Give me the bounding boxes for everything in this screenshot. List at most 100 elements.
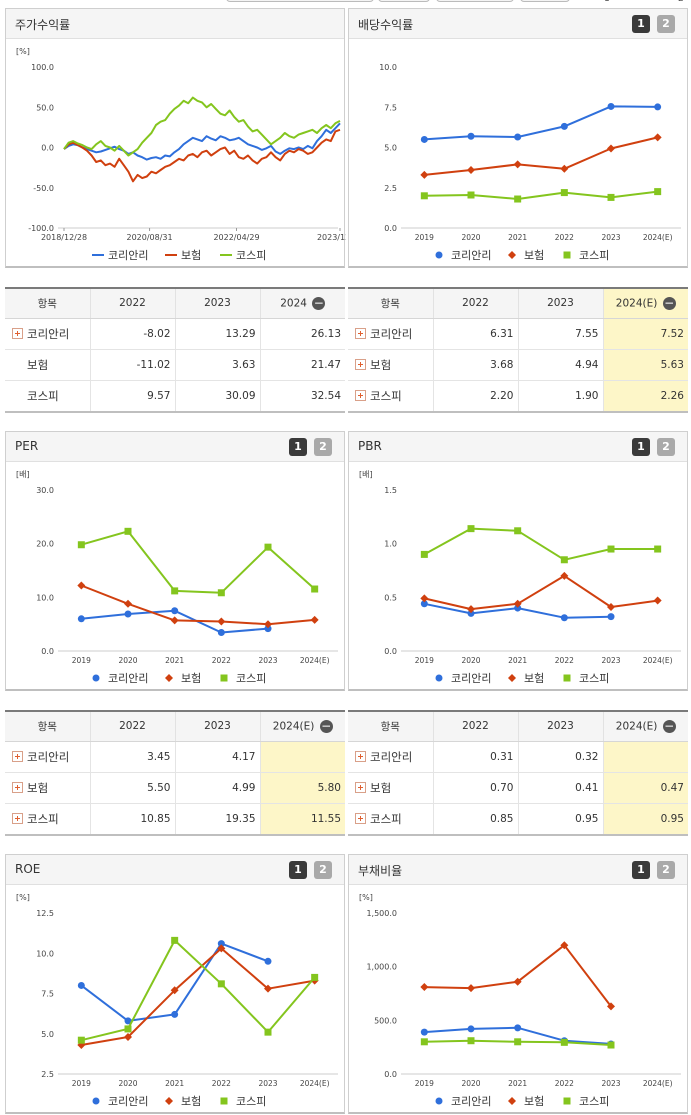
- expand-icon[interactable]: [12, 812, 23, 824]
- table-cell: 0.41: [517, 772, 603, 804]
- table-header-row: 항목 2022 2023 2024(E) −: [348, 712, 688, 742]
- top-control-pill[interactable]: [436, 0, 514, 2]
- pbr-table: 항목 2022 2023 2024(E) − 코리안리 0.31 0.32 보험…: [348, 710, 688, 836]
- legend-label: 코스피: [236, 1095, 266, 1108]
- toggle-button-2[interactable]: 2: [314, 438, 332, 456]
- data-point: [171, 936, 179, 944]
- data-point: [654, 545, 662, 553]
- data-point: [514, 604, 522, 612]
- toggle-button-1[interactable]: 1: [632, 861, 650, 879]
- expand-icon[interactable]: [12, 327, 23, 339]
- series-kospi: [77, 936, 319, 1044]
- data-point: [560, 164, 569, 173]
- collapse-icon[interactable]: −: [662, 718, 676, 733]
- panel-title: PER: [15, 439, 39, 453]
- table-cell: 2.20: [432, 380, 518, 411]
- data-point: [560, 571, 569, 580]
- per-table: 항목 2022 2023 2024(E) − 코리안리 3.45 4.17 보험…: [5, 710, 345, 836]
- legend-label: 코리안리: [451, 249, 491, 262]
- table-cell: 10.85: [89, 803, 175, 834]
- expand-icon[interactable]: [355, 750, 366, 762]
- collapse-icon[interactable]: −: [312, 295, 326, 310]
- x-tick-label: 2019: [72, 1079, 91, 1088]
- column-header-label: 2024(E): [272, 720, 315, 733]
- data-point: [420, 192, 428, 200]
- x-tick-label: 2023/12/28: [317, 233, 346, 242]
- expand-icon[interactable]: [355, 327, 366, 339]
- y-tick-label: 0.5: [384, 593, 397, 602]
- y-tick-label: 1.5: [384, 486, 397, 495]
- pbr-chart: [배] 1.5 1.0 0.5 0.0 2019 2020 2021 2022 2023 2024(…: [359, 470, 681, 685]
- toggle-button-1[interactable]: 1: [632, 438, 650, 456]
- dividend-table: 항목 2022 2023 2024(E) − 코리안리 6.31 7.55 7.…: [348, 287, 688, 413]
- legend-label: 코리안리: [451, 672, 491, 685]
- x-tick-label: 2022: [555, 1079, 574, 1088]
- table-row: 코스피 10.85 19.35 11.55: [5, 803, 345, 834]
- table-cell: 0.95: [517, 803, 603, 834]
- series-line: [424, 574, 658, 611]
- toggle-button-2[interactable]: 2: [657, 861, 675, 879]
- toggle-button-2[interactable]: 2: [314, 861, 332, 879]
- legend: 코리안리 보험 코스피: [92, 1095, 266, 1108]
- collapse-icon[interactable]: −: [662, 295, 676, 310]
- legend-label: 보험: [524, 1095, 544, 1108]
- toggle-button-1[interactable]: 1: [289, 861, 307, 879]
- table-cell: -11.02: [89, 349, 175, 381]
- data-point: [420, 983, 429, 992]
- x-tick-label: 2024(E): [643, 656, 673, 665]
- column-header: 2022: [432, 712, 518, 742]
- table-cell: 5.63: [602, 349, 688, 381]
- panel-title: 부채비율: [358, 864, 403, 878]
- y-tick-label: 0.0: [384, 647, 397, 656]
- legend-label: 코스피: [579, 672, 609, 685]
- legend-marker: [92, 674, 100, 682]
- expand-icon[interactable]: [355, 812, 366, 824]
- top-control-pill[interactable]: [378, 0, 430, 2]
- toggle-button-2[interactable]: 2: [657, 15, 675, 33]
- top-control-pill[interactable]: [226, 0, 374, 2]
- toggle-button-2[interactable]: 2: [657, 438, 675, 456]
- column-header: 2022: [89, 289, 175, 319]
- y-tick-label: 10.0: [36, 949, 54, 958]
- y-tick-label: 2.5: [41, 1070, 54, 1079]
- data-point: [77, 615, 85, 623]
- series-kospi: [420, 188, 662, 203]
- row-name: 보험: [5, 349, 90, 381]
- x-tick-label: 2023: [601, 233, 620, 242]
- table-cell: 13.29: [174, 318, 260, 350]
- data-point: [467, 191, 475, 199]
- table-cell: 5.80: [259, 772, 345, 804]
- x-tick-label: 2019: [415, 233, 434, 242]
- legend-label: 코스피: [579, 1095, 609, 1108]
- x-tick-label: 2020: [461, 233, 480, 242]
- collapse-icon[interactable]: −: [319, 718, 333, 733]
- dividend-yield-chart: 10.0 7.5 5.0 2.5 0.0 2019 2020 2021 2022 2023 2024…: [379, 63, 681, 262]
- expand-icon[interactable]: [12, 781, 23, 793]
- row-label: 보험: [27, 357, 49, 372]
- toggle-button-1[interactable]: 1: [632, 15, 650, 33]
- series-line: [424, 105, 658, 141]
- y-tick-label: 20.0: [36, 540, 54, 549]
- data-point: [124, 527, 132, 535]
- expand-icon[interactable]: [355, 358, 366, 370]
- toggle-button-1[interactable]: 1: [289, 438, 307, 456]
- legend-label: 코스피: [236, 249, 266, 262]
- expand-icon[interactable]: [12, 750, 23, 762]
- data-point: [514, 133, 522, 141]
- column-header-2024e: 2024(E) −: [259, 712, 345, 742]
- top-control-pill[interactable]: [520, 0, 570, 2]
- data-point: [654, 103, 662, 111]
- table-header-row: 항목 2022 2023 2024(E) −: [5, 712, 345, 742]
- y-tick-label: 0.0: [384, 1070, 397, 1079]
- legend: 코리안리 보험 코스피: [92, 672, 266, 685]
- data-point: [607, 102, 615, 110]
- data-point: [560, 122, 568, 130]
- expand-icon[interactable]: [355, 781, 366, 793]
- expand-icon[interactable]: [355, 389, 366, 401]
- table-cell: 19.35: [174, 803, 260, 834]
- row-label: 보험: [27, 780, 49, 795]
- y-tick-label: 500.0: [374, 1016, 397, 1025]
- series-line: [80, 584, 315, 626]
- data-point: [513, 160, 522, 169]
- data-point: [217, 944, 226, 953]
